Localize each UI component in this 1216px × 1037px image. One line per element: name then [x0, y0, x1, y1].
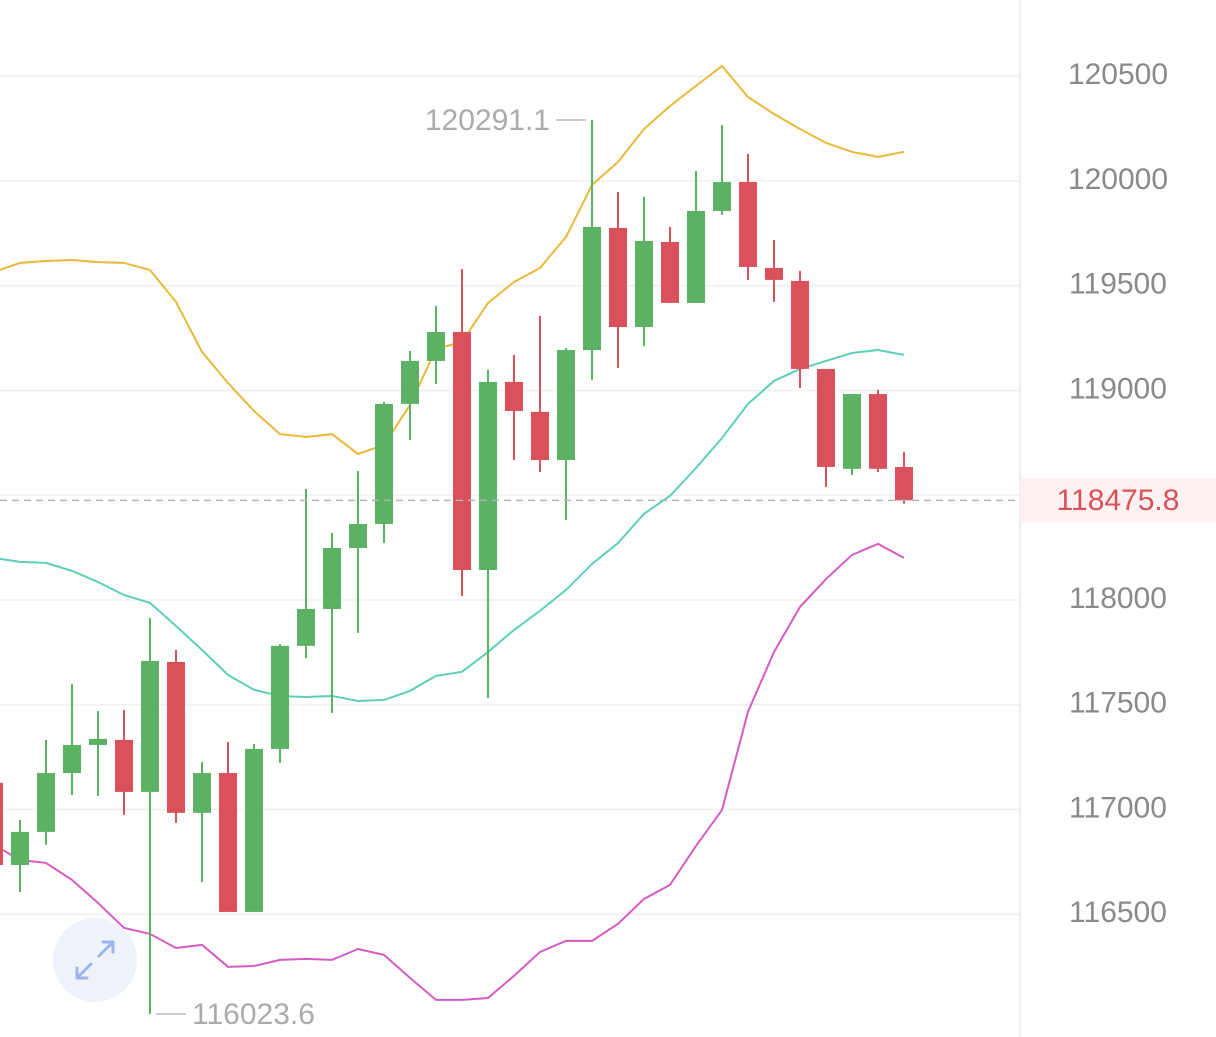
candle-body: [869, 394, 887, 469]
candle-body: [609, 227, 627, 328]
candle-body: [557, 350, 575, 461]
candle-body: [323, 548, 341, 610]
last-price-box: [1020, 478, 1216, 523]
candle-body: [0, 782, 3, 866]
candle-body: [531, 411, 549, 461]
y-tick-label: 120500: [1068, 58, 1168, 91]
y-tick-label: 119000: [1069, 372, 1167, 405]
candle-body: [63, 744, 81, 774]
candle-body: [661, 241, 679, 303]
y-tick-label: 117500: [1069, 687, 1167, 720]
candle-body: [479, 381, 497, 571]
candle-body: [583, 226, 601, 351]
y-tick-label: 116500: [1069, 896, 1167, 929]
expand-icon: [75, 940, 115, 980]
candle-body: [11, 831, 29, 866]
candle-body: [427, 332, 445, 361]
y-tick-label: 118000: [1069, 582, 1167, 615]
candle-body: [297, 609, 315, 646]
y-tick-label: 119500: [1069, 268, 1167, 301]
candle-body: [817, 368, 835, 467]
candle-body: [375, 403, 393, 524]
candle-body: [245, 748, 263, 912]
candle-body: [791, 280, 809, 369]
candle-body: [193, 773, 211, 813]
candle-body: [687, 210, 705, 303]
band-line: [0, 64, 905, 456]
band-line: [0, 349, 905, 702]
candle-body: [505, 381, 523, 412]
expand-button-bg: [53, 918, 137, 1002]
y-tick-label: 117000: [1069, 791, 1167, 824]
candle-body: [167, 662, 185, 813]
candle-body: [843, 394, 861, 469]
candle-body: [349, 523, 367, 549]
candle-body: [765, 267, 783, 280]
candle-body: [271, 645, 289, 749]
max-annotation: 120291.1: [425, 104, 550, 137]
candle-body: [89, 738, 107, 745]
candle-body: [219, 773, 237, 912]
candle-body: [739, 182, 757, 267]
candle-body: [895, 466, 913, 501]
candle-body: [141, 660, 159, 792]
candle-body: [115, 739, 133, 792]
min-annotation: 116023.6: [192, 998, 315, 1031]
expand-button[interactable]: [53, 918, 137, 1002]
candle-body: [713, 182, 731, 211]
candle-body: [453, 332, 471, 571]
y-tick-label: 120000: [1068, 163, 1168, 196]
last-price-label: 118475.8: [1057, 484, 1180, 517]
candle-body: [635, 240, 653, 328]
candle-body: [37, 773, 55, 832]
band-line: [0, 542, 905, 1001]
candle-body: [401, 360, 419, 404]
